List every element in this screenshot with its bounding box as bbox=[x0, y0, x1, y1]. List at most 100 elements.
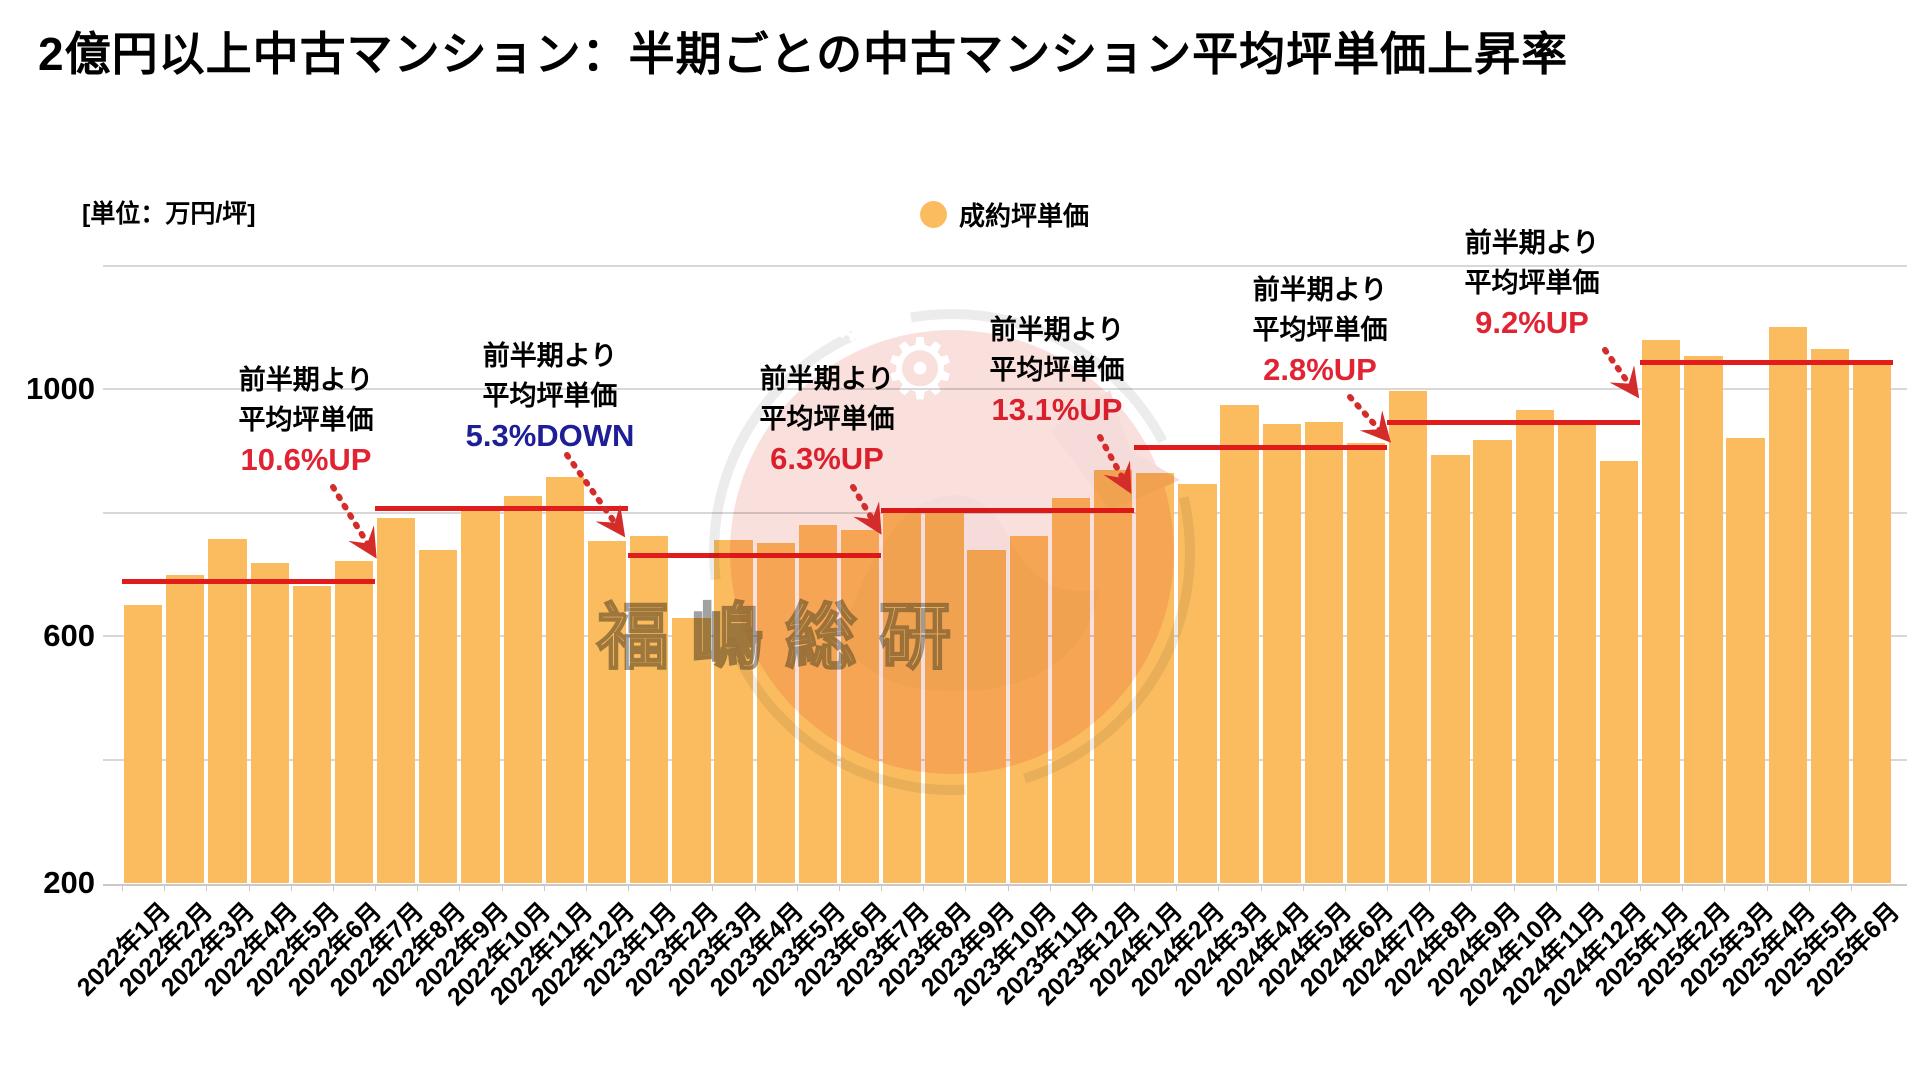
bar-2024年10月 bbox=[1515, 409, 1554, 883]
bar-2024年3月 bbox=[1220, 405, 1259, 883]
bar-2022年8月 bbox=[419, 549, 458, 883]
bar-2023年8月 bbox=[925, 513, 964, 883]
legend: 成約坪単価 bbox=[920, 196, 1089, 233]
bar-2022年10月 bbox=[503, 495, 542, 883]
x-axis-tick bbox=[1597, 884, 1599, 891]
x-axis-tick bbox=[1513, 884, 1515, 891]
annotation-10.6%UP: 前半期より平均坪単価 10.6%UP bbox=[239, 360, 374, 480]
annotation-text: 平均坪単価 bbox=[1464, 268, 1600, 298]
bar-2024年4月 bbox=[1262, 423, 1301, 883]
x-axis-tick bbox=[543, 884, 545, 891]
x-axis-tick bbox=[1850, 884, 1852, 891]
bar-2024年2月 bbox=[1178, 484, 1217, 883]
avg-line-2024年7月-2024年12月 bbox=[1387, 420, 1641, 426]
annotation-arrow bbox=[1347, 394, 1392, 443]
annotation-percent: 2.8%UP bbox=[1263, 352, 1377, 387]
x-axis-tick bbox=[1091, 884, 1093, 891]
bar-2023年11月 bbox=[1051, 498, 1091, 883]
bar-2022年2月 bbox=[166, 575, 205, 883]
annotation-text: 前半期より bbox=[1252, 275, 1388, 305]
avg-line-2023年7月-2023年12月 bbox=[881, 507, 1135, 513]
avg-line-2025年1月-2025年6月 bbox=[1640, 359, 1894, 365]
page-title: 2億円以上中古マンション：半期ごとの中古マンション平均坪単価上昇率 bbox=[38, 28, 1569, 80]
unit-label: [単位：万円/坪] bbox=[82, 200, 256, 228]
x-axis-tick bbox=[501, 884, 503, 891]
legend-marker-icon bbox=[920, 201, 947, 228]
x-axis-tick bbox=[1049, 884, 1051, 891]
bar-2022年7月 bbox=[377, 518, 416, 883]
bar-2025年4月 bbox=[1768, 327, 1807, 883]
bar-2024年11月 bbox=[1557, 419, 1597, 883]
annotation-text: 平均坪単価 bbox=[989, 355, 1125, 385]
x-axis-tick bbox=[122, 884, 123, 891]
annotation-5.3%DOWN: 前半期より平均坪単価 5.3%DOWN bbox=[466, 336, 635, 456]
annotation-percent: 9.2%UP bbox=[1475, 305, 1589, 340]
annotation-text: 前半期より bbox=[759, 364, 895, 394]
annotation-text: 平均坪単価 bbox=[1252, 315, 1388, 345]
x-axis-tick bbox=[1766, 884, 1768, 891]
annotation-text: 前半期より bbox=[238, 365, 374, 395]
bar-2025年3月 bbox=[1726, 438, 1765, 883]
legend-label: 成約坪単価 bbox=[959, 201, 1090, 231]
x-axis-line bbox=[103, 884, 1907, 886]
bar-2022年11月 bbox=[545, 477, 584, 883]
x-axis-tick bbox=[923, 884, 925, 891]
x-axis-tick bbox=[1302, 884, 1304, 891]
x-axis-tick bbox=[290, 884, 292, 891]
bar-2023年9月 bbox=[967, 550, 1006, 883]
y-axis-label-200: 200 bbox=[43, 865, 95, 900]
x-axis-tick bbox=[628, 884, 630, 891]
annotation-percent: 5.3%DOWN bbox=[465, 418, 635, 453]
bar-2022年3月 bbox=[208, 539, 247, 883]
x-axis-tick bbox=[670, 884, 672, 891]
bar-2025年2月 bbox=[1684, 356, 1723, 883]
annotation-percent: 13.1%UP bbox=[991, 392, 1123, 427]
bar-2023年3月 bbox=[714, 539, 753, 883]
y-axis-label-1000: 1000 bbox=[26, 371, 95, 406]
bar-2023年6月 bbox=[840, 529, 880, 883]
x-axis-tick bbox=[164, 884, 166, 891]
x-axis-tick bbox=[1724, 884, 1726, 891]
bar-2023年12月 bbox=[1093, 469, 1133, 883]
avg-line-2024年1月-2024年6月 bbox=[1134, 444, 1388, 450]
bar-2023年5月 bbox=[798, 524, 838, 883]
x-axis-tick bbox=[459, 884, 461, 891]
bar-2025年6月 bbox=[1852, 364, 1892, 883]
bar-2023年10月 bbox=[1009, 535, 1048, 883]
annotation-text: 前半期より bbox=[1464, 228, 1600, 258]
x-axis-tick bbox=[1429, 884, 1431, 891]
x-axis-tick bbox=[206, 884, 208, 891]
x-axis-tick bbox=[1218, 884, 1220, 891]
avg-line-2022年7月-2022年12月 bbox=[375, 506, 629, 512]
x-axis-tick bbox=[1555, 884, 1557, 891]
annotation-text: 平均坪単価 bbox=[482, 381, 618, 411]
x-axis-tick bbox=[1640, 884, 1642, 891]
bar-2022年9月 bbox=[461, 511, 500, 883]
x-axis-tick bbox=[417, 884, 419, 891]
annotation-percent: 6.3%UP bbox=[770, 441, 884, 476]
bar-2022年5月 bbox=[292, 585, 331, 883]
bar-2024年1月 bbox=[1136, 472, 1175, 883]
bar-2024年5月 bbox=[1304, 421, 1344, 883]
y-axis-label-600: 600 bbox=[43, 618, 95, 653]
annotation-text: 前半期より bbox=[989, 315, 1125, 345]
x-axis-tick bbox=[965, 884, 967, 891]
annotation-text: 平均坪単価 bbox=[238, 405, 374, 435]
x-axis-tick bbox=[332, 884, 334, 891]
annotation-2.8%UP: 前半期より平均坪単価 2.8%UP bbox=[1253, 270, 1388, 390]
x-axis-tick bbox=[1176, 884, 1178, 891]
bar-2025年5月 bbox=[1810, 348, 1850, 883]
gridline-1200 bbox=[103, 264, 1907, 267]
bar-2023年7月 bbox=[883, 512, 922, 883]
x-axis-tick bbox=[1260, 884, 1262, 891]
x-axis-tick bbox=[1471, 884, 1473, 891]
bar-2024年12月 bbox=[1599, 461, 1639, 883]
x-axis-tick bbox=[375, 884, 377, 891]
bar-2022年12月 bbox=[587, 540, 627, 883]
annotation-percent: 10.6%UP bbox=[240, 442, 372, 477]
x-axis-tick bbox=[1682, 884, 1684, 891]
annotation-text: 前半期より bbox=[482, 341, 618, 371]
bar-2023年2月 bbox=[672, 618, 711, 883]
x-axis-tick bbox=[838, 884, 840, 891]
annotation-arrow bbox=[1602, 347, 1640, 399]
